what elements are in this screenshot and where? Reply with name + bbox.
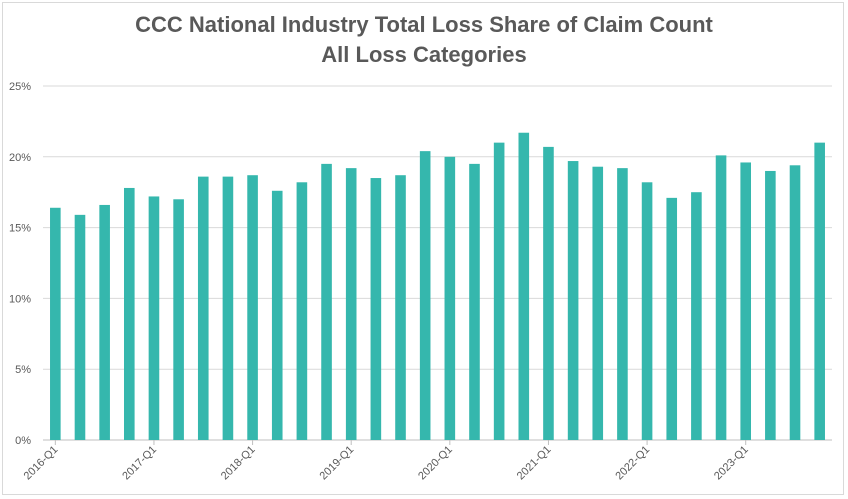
x-tick-label: 2022-Q1 [613, 444, 652, 483]
bar-2019-Q4 [419, 151, 431, 441]
bar-2017-Q3 [197, 176, 209, 440]
x-tick-label: 2016-Q1 [22, 444, 61, 483]
bar-2016-Q4 [123, 187, 135, 440]
bar-2018-Q3 [296, 182, 308, 440]
bar-2017-Q2 [173, 199, 184, 440]
bar-2021-Q2 [567, 161, 579, 440]
bar-2023-Q3 [789, 165, 801, 440]
bar-2016-Q1 [50, 207, 61, 440]
x-tick-label: 2017-Q1 [120, 444, 159, 483]
bar-2020-Q1 [444, 156, 456, 441]
bar-2018-Q2 [271, 190, 283, 440]
bar-2018-Q4 [321, 163, 332, 440]
x-tick-label: 2023-Q1 [712, 444, 751, 483]
bar-2023-Q4 [814, 142, 825, 440]
y-tick-label: 5% [15, 364, 31, 376]
y-tick-label: 25% [9, 81, 31, 93]
bar-2021-Q3 [592, 166, 604, 440]
bar-2021-Q1 [543, 146, 554, 440]
bar-2020-Q3 [493, 142, 505, 440]
bar-2019-Q1 [345, 168, 357, 441]
bar-2022-Q2 [666, 197, 678, 440]
bar-2017-Q1 [148, 196, 160, 440]
y-tick-label: 10% [9, 293, 31, 305]
x-tick-label: 2018-Q1 [219, 444, 258, 483]
bar-2016-Q3 [99, 204, 110, 440]
chart-title-block: CCC National Industry Total Loss Share o… [0, 10, 848, 70]
bar-2021-Q4 [617, 168, 628, 441]
x-tick-label: 2021-Q1 [515, 444, 554, 483]
bar-2023-Q1 [740, 162, 752, 441]
bar-2019-Q3 [395, 175, 406, 440]
y-tick-label: 20% [9, 152, 31, 164]
y-tick-label: 15% [9, 223, 31, 235]
bar-2019-Q2 [370, 178, 382, 441]
x-tick-label: 2020-Q1 [416, 444, 455, 483]
bar-2022-Q4 [715, 155, 727, 440]
bar-2020-Q2 [469, 163, 480, 440]
chart-subtitle: All Loss Categories [321, 42, 527, 67]
chart-title: CCC National Industry Total Loss Share o… [135, 12, 713, 37]
bar-2022-Q3 [691, 192, 702, 440]
y-tick-label: 0% [15, 435, 31, 447]
bar-2017-Q4 [222, 176, 234, 440]
bar-2023-Q2 [765, 170, 776, 440]
bar-2016-Q2 [74, 214, 86, 440]
bar-2022-Q1 [641, 182, 653, 440]
bar-2018-Q1 [247, 175, 258, 440]
bar-2020-Q4 [518, 132, 530, 440]
x-tick-label: 2019-Q1 [318, 444, 357, 483]
